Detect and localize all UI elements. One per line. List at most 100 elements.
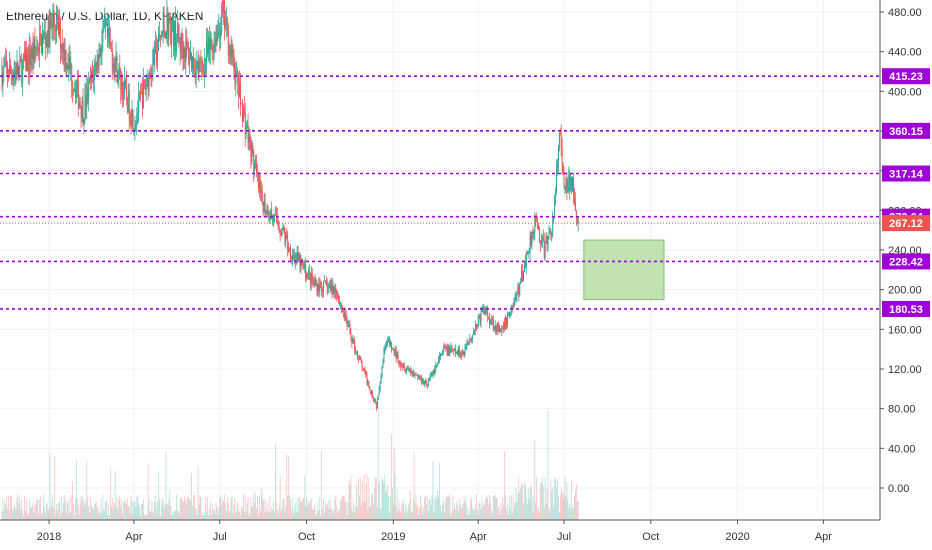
candle-body	[507, 315, 508, 325]
volume-bar	[458, 511, 459, 520]
candle-body	[256, 163, 258, 173]
volume-bar	[563, 498, 565, 520]
volume-bar	[352, 511, 354, 520]
volume-bar	[199, 495, 201, 520]
candle-body	[408, 368, 409, 370]
candle-body	[546, 236, 548, 245]
candle-body	[227, 25, 229, 55]
volume-bar	[389, 510, 390, 520]
candle-body	[466, 343, 468, 346]
candle-body	[16, 62, 18, 79]
volume-bar	[116, 497, 118, 520]
volume-bar	[157, 501, 158, 520]
volume-bar	[192, 495, 194, 520]
candle-body	[417, 376, 419, 379]
candle-body	[458, 348, 459, 355]
volume-bar	[490, 502, 491, 520]
volume-bar	[441, 511, 442, 520]
candle-body	[184, 48, 186, 63]
candle-body	[237, 70, 239, 86]
volume-bar	[212, 510, 214, 520]
volume-bar	[270, 511, 272, 520]
volume-bar	[177, 510, 179, 520]
candle-body	[321, 284, 323, 292]
candle-body	[307, 273, 309, 279]
volume-bar	[314, 506, 316, 520]
volume-bar	[61, 512, 63, 520]
volume-bar	[6, 495, 8, 520]
volume-bar	[572, 506, 573, 520]
candle-body	[559, 133, 561, 135]
volume-bar	[113, 502, 115, 520]
volume-bar	[342, 495, 343, 520]
candle-body	[377, 395, 379, 399]
volume-bar	[446, 497, 448, 520]
volume-bar	[341, 498, 342, 520]
candle-body	[190, 52, 192, 61]
volume-bar	[447, 497, 449, 520]
volume-bar	[350, 476, 352, 520]
volume-bar	[432, 461, 434, 520]
candle-body	[304, 263, 306, 269]
volume-bar	[188, 497, 190, 520]
volume-bar	[110, 506, 112, 520]
target-zone[interactable]	[583, 239, 665, 301]
volume-bar	[224, 494, 225, 520]
volume-bar	[394, 473, 396, 520]
volume-bar	[106, 499, 108, 520]
candle-body	[552, 218, 554, 234]
volume-bar	[420, 496, 422, 520]
candle-body	[548, 231, 550, 237]
candle-body	[139, 92, 141, 95]
volume-bar	[317, 502, 319, 520]
volume-bar	[123, 502, 124, 520]
candle-body	[158, 34, 159, 52]
candle-body	[384, 347, 386, 351]
candle-body	[576, 217, 578, 224]
volume-bar	[294, 502, 296, 520]
candle-body	[90, 77, 92, 82]
volume-bar	[146, 513, 148, 520]
volume-bar	[326, 503, 328, 520]
volume-bar	[554, 477, 556, 520]
volume-bar	[1, 511, 3, 520]
volume-bar	[125, 500, 126, 520]
volume-bar	[48, 510, 50, 520]
candle-body	[156, 41, 158, 62]
volume-bar	[393, 447, 395, 520]
volume-bar	[425, 495, 426, 520]
volume-bar	[269, 495, 271, 520]
volume-bar	[230, 498, 232, 520]
volume-bar	[101, 513, 103, 520]
candle-body	[117, 79, 119, 83]
candle-body	[450, 346, 452, 351]
candle-body	[475, 324, 477, 326]
candle-body	[95, 63, 97, 72]
candle-body	[104, 19, 106, 20]
volume-bar	[220, 495, 222, 520]
candle-body	[83, 120, 85, 125]
candle-body	[428, 379, 430, 381]
volume-bar	[346, 515, 348, 520]
volume-bar	[13, 502, 15, 520]
volume-bar	[292, 514, 294, 520]
volume-bar	[524, 482, 525, 520]
volume-bar	[17, 494, 19, 520]
candle-body	[107, 23, 109, 37]
candle-body	[193, 69, 195, 72]
volume-bar	[29, 507, 31, 520]
volume-bar	[412, 498, 414, 520]
volume-bar	[544, 477, 546, 520]
candle-body	[564, 188, 566, 190]
volume-bar	[149, 511, 151, 520]
volume-bar	[372, 493, 373, 520]
volume-bar	[271, 506, 273, 520]
volume-bar	[360, 505, 362, 520]
volume-bar	[377, 402, 379, 520]
volume-bar	[276, 509, 278, 520]
volume-bar	[462, 503, 464, 520]
candle-body	[54, 24, 56, 29]
candle-body	[493, 328, 495, 330]
volume-bar	[176, 494, 177, 520]
